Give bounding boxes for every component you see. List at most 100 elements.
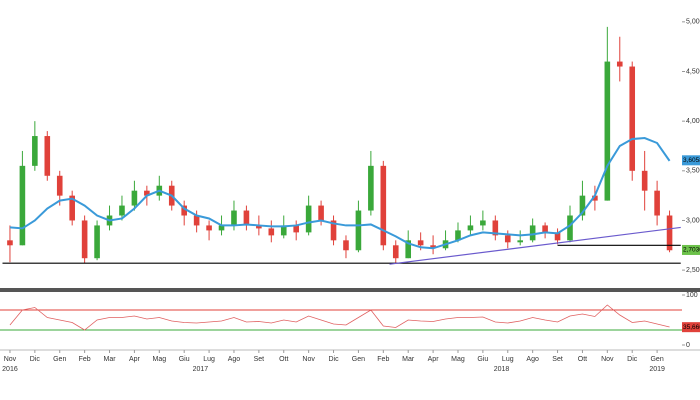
last-value-label: 35,6667 (683, 324, 700, 331)
x-tick-label: Dic (30, 356, 41, 363)
candle-body (592, 195, 598, 201)
x-tick-label: Ott (279, 356, 288, 363)
candle-body (455, 230, 461, 241)
candle-body (280, 225, 287, 236)
candle-body (430, 245, 436, 249)
candle-body (218, 225, 225, 231)
x-tick-label: Apr (428, 356, 440, 363)
candle-body (181, 205, 187, 216)
x-tick-label: Apr (129, 356, 141, 363)
candle-body (256, 225, 262, 229)
candle-body (504, 235, 511, 243)
candle-body (268, 228, 275, 236)
candle-body (641, 170, 648, 191)
candle-body (19, 165, 26, 246)
candle-body (542, 225, 548, 233)
y-tick-label: 5,0000 (686, 19, 700, 26)
candle-body (305, 205, 312, 233)
moving-average (9, 137, 671, 250)
candle-body (7, 240, 13, 246)
candle-body (44, 136, 51, 176)
candle-body (567, 215, 573, 241)
candle-body (529, 225, 536, 241)
last-value-tag (682, 244, 700, 255)
candle-body (131, 190, 138, 206)
y-tick-label: 4,0000 (686, 118, 700, 125)
y-tick-label: 3,5000 (686, 168, 700, 175)
x-tick-label: Nov (601, 356, 614, 363)
x-tick-label: Set (552, 356, 563, 363)
x-tick-label: Nov (4, 356, 17, 363)
x-tick-label: Ago (228, 356, 241, 363)
candle-body (193, 215, 200, 226)
candle-body (629, 66, 636, 171)
year-label: 2017 (193, 366, 209, 373)
candle-body (343, 240, 349, 251)
x-tick-label: Ago (526, 356, 539, 363)
candle-body (492, 220, 499, 236)
candle-body (243, 210, 250, 226)
candle-body (666, 215, 673, 251)
candle-body (405, 240, 412, 259)
candle-body (94, 225, 100, 259)
candle-body (368, 165, 374, 211)
last-value-tag (682, 322, 700, 333)
candle-body (231, 210, 237, 226)
candle-body (467, 225, 474, 231)
candle-body (206, 225, 212, 231)
candle-body (355, 210, 362, 251)
x-tick-label: Giu (477, 356, 488, 363)
x-tick-label: Dic (627, 356, 638, 363)
x-tick-label: Mar (103, 356, 116, 363)
last-value-tag (682, 155, 700, 166)
rsi-line (9, 304, 670, 331)
y-tick-label: 2,5000 (686, 267, 700, 274)
x-tick-label: Dic (328, 356, 339, 363)
x-tick-label: Set (254, 356, 265, 363)
candle-body (144, 190, 150, 196)
y-tick-label: 4,5000 (686, 68, 700, 75)
candle-body (579, 195, 586, 216)
y-tick-label: 3,0000 (686, 217, 700, 224)
candle-body (81, 220, 88, 259)
last-value-label: 3,6058 (683, 157, 700, 164)
candle-body (380, 165, 387, 246)
candle-body (69, 195, 75, 221)
candle-body (293, 225, 299, 233)
candle-body (119, 205, 125, 216)
candle-body (318, 205, 324, 221)
x-tick-label: Lug (203, 356, 215, 363)
rsi-tick-label: 100 (686, 292, 698, 299)
x-tick-label: Gen (352, 356, 365, 363)
x-tick-label: Gen (53, 356, 66, 363)
candle-body (480, 220, 486, 226)
x-tick-label: Feb (377, 356, 389, 363)
panel-separator (0, 288, 700, 292)
candle-body (330, 220, 337, 241)
x-tick-label: Mag (152, 356, 166, 363)
x-tick-label: Ott (578, 356, 587, 363)
year-label: 2018 (494, 366, 510, 373)
candle-body (654, 190, 660, 216)
candle-body (517, 240, 524, 243)
candle-body (616, 61, 623, 67)
year-label: 2016 (2, 366, 18, 373)
x-tick-label: Giu (179, 356, 190, 363)
x-tick-label: Gen (650, 356, 663, 363)
annotation-line (389, 226, 681, 265)
x-tick-label: Mag (451, 356, 465, 363)
candle-body (392, 245, 399, 259)
rsi-tick-label: 0 (686, 342, 690, 349)
candle-body (417, 240, 424, 246)
candle-body (32, 136, 38, 166)
candle-body (56, 175, 63, 196)
x-tick-label: Nov (302, 356, 315, 363)
year-label: 2019 (649, 366, 665, 373)
x-tick-label: Feb (79, 356, 91, 363)
candle-body (554, 232, 561, 241)
x-tick-label: Lug (502, 356, 514, 363)
x-tick-label: Mar (402, 356, 415, 363)
candle-body (604, 61, 611, 201)
